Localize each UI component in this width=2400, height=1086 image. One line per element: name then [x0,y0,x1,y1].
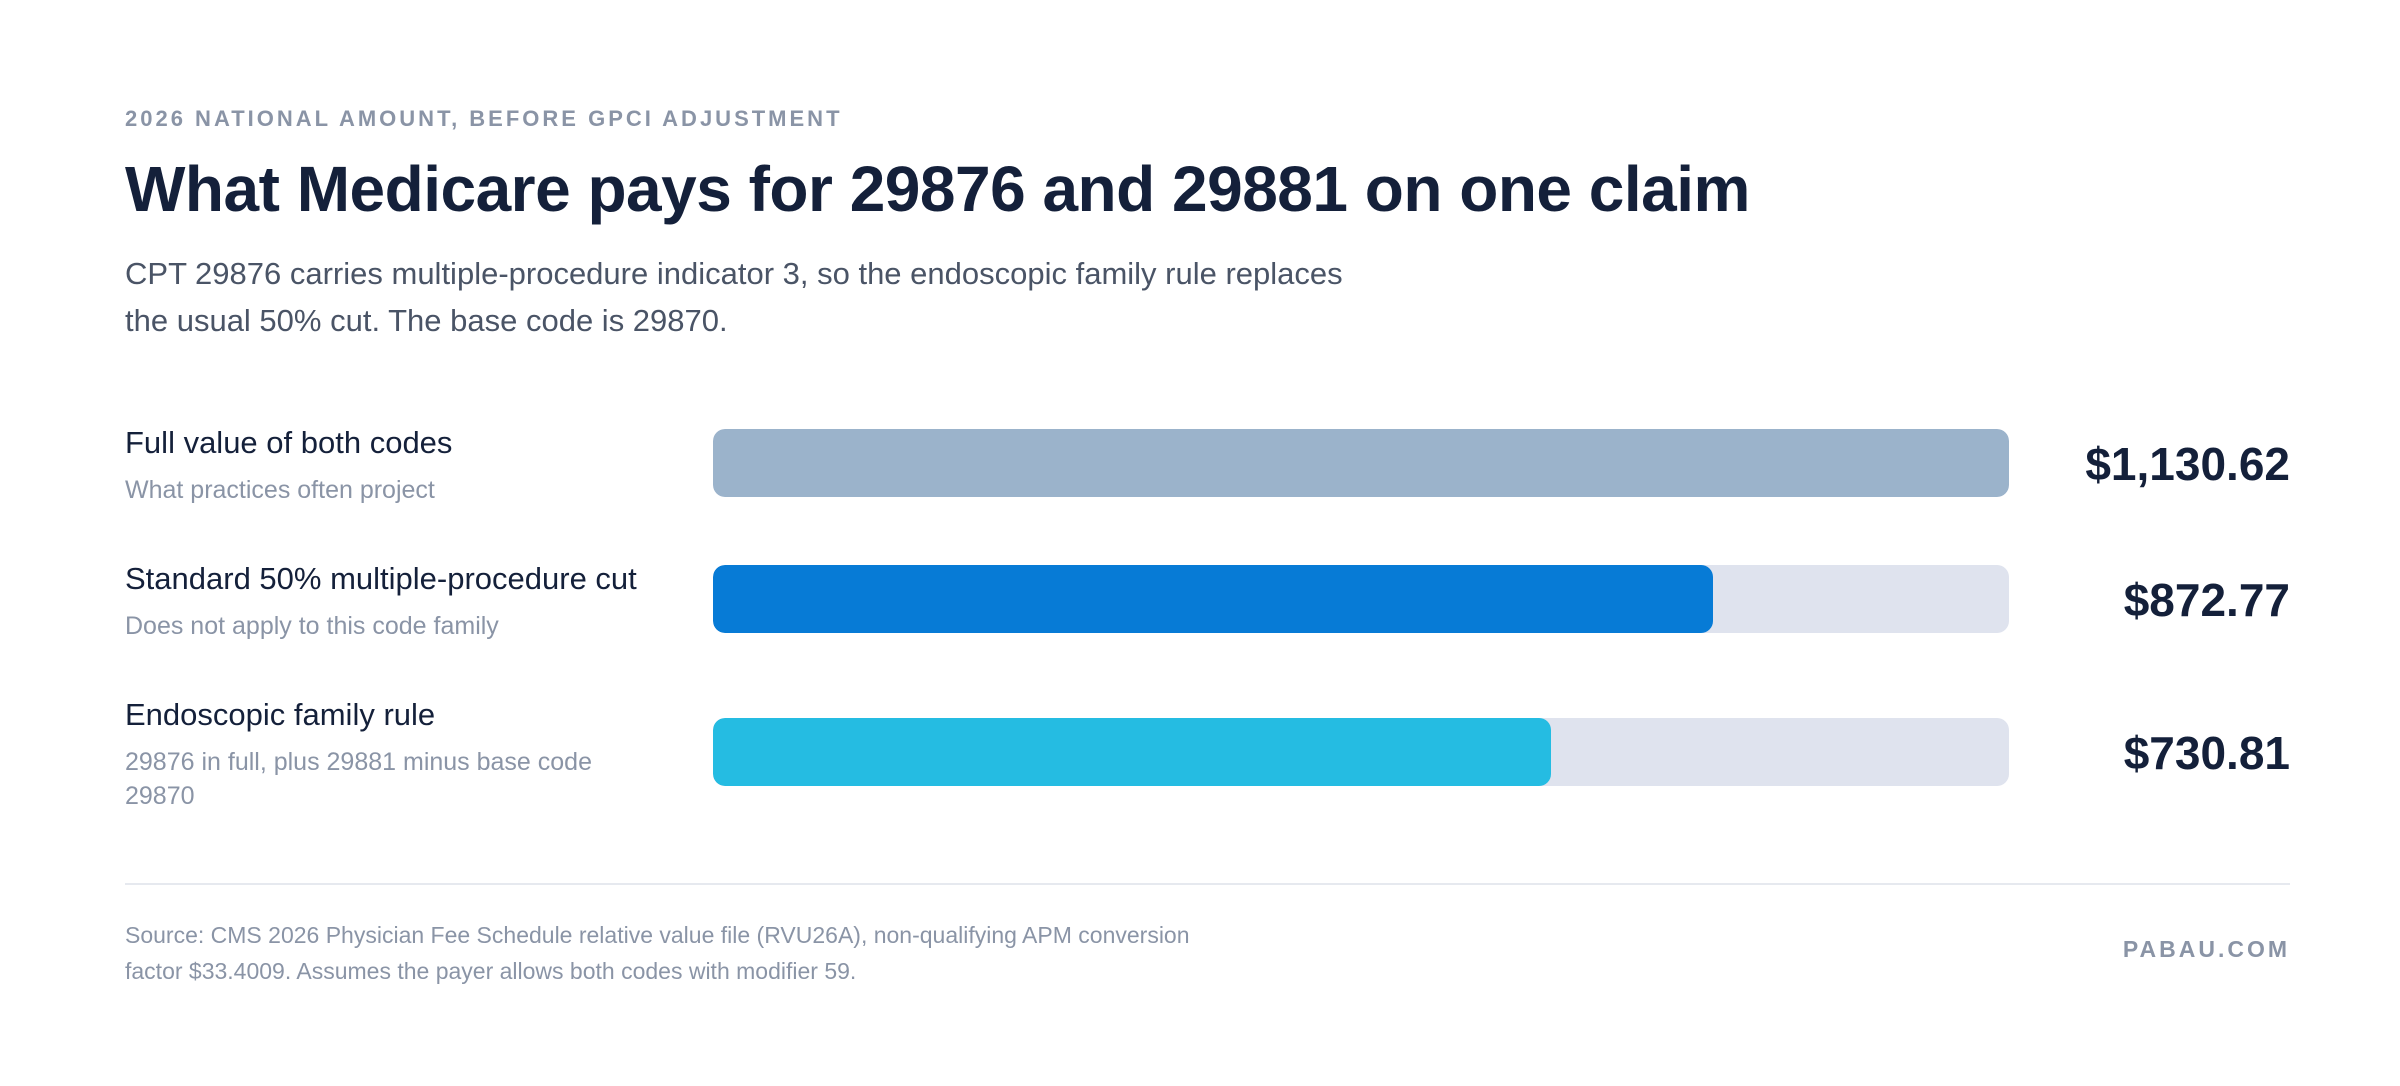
bar-fill [713,718,1551,786]
bar-sublabel: Does not apply to this code family [125,612,499,640]
source-note: Source: CMS 2026 Physician Fee Schedule … [125,917,1275,989]
bar-row-standard-cut: Standard 50% multiple-procedure cut Does… [125,561,2290,681]
bar-label: Endoscopic family rule [125,697,436,732]
bar-track [713,429,2009,497]
bar-value-label: $730.81 [2123,727,2290,779]
bar-sublabel: What practices often project [125,476,435,504]
bar-track [713,718,2009,786]
chart-subtitle: CPT 29876 carries multiple-procedure ind… [125,250,1425,344]
source-line-1: Source: CMS 2026 Physician Fee Schedule … [125,922,1190,948]
infographic: 2026 NATIONAL AMOUNT, BEFORE GPCI ADJUST… [125,0,2290,1086]
bar-sublabel: 29876 in full, plus 29881 minus base cod… [125,748,592,810]
eyebrow-label: 2026 NATIONAL AMOUNT, BEFORE GPCI ADJUST… [125,106,843,131]
bar-fill [713,429,2009,497]
bar-fill [713,565,1714,633]
footer-divider [125,883,2290,885]
bar-value-label: $1,130.62 [2085,438,2290,490]
brand-link[interactable]: PABAU.COM [2122,936,2290,962]
chart-title: What Medicare pays for 29876 and 29881 o… [125,153,1750,225]
bar-track [713,565,2009,633]
bar-row-full-value: Full value of both codes What practices … [125,425,2290,545]
bar-value-label: $872.77 [2123,574,2290,626]
subtitle-line-1: CPT 29876 carries multiple-procedure ind… [125,256,1343,291]
subtitle-line-2: the usual 50% cut. The base code is 2987… [125,303,728,338]
bar-label: Full value of both codes [125,425,453,460]
bar-label: Standard 50% multiple-procedure cut [125,561,637,596]
source-line-2: factor $33.4009. Assumes the payer allow… [125,958,857,984]
bar-row-endoscopic-rule: Endoscopic family rule 29876 in full, pl… [125,697,2290,817]
